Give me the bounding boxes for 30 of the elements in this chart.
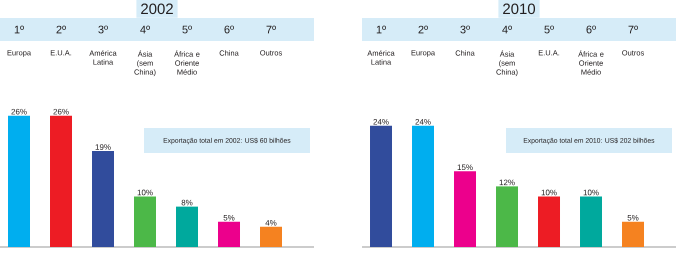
text: 2º xyxy=(56,26,66,34)
bar xyxy=(134,196,156,247)
chart-title: 2010 xyxy=(503,4,536,14)
text: 5º xyxy=(544,26,554,34)
bar xyxy=(538,196,560,247)
bar xyxy=(454,171,476,247)
text: 5º xyxy=(182,26,192,34)
text: 6º xyxy=(224,26,234,34)
bar xyxy=(496,186,518,247)
bar xyxy=(218,222,240,247)
text: 1º xyxy=(376,26,386,34)
bar xyxy=(50,116,72,247)
text: 4º xyxy=(140,26,150,34)
bar xyxy=(370,126,392,247)
text: 6º xyxy=(586,26,596,34)
bar xyxy=(580,196,602,247)
text: 2º xyxy=(418,26,428,34)
text: 7º xyxy=(266,26,276,34)
text: 1º xyxy=(14,26,24,34)
text: 4º xyxy=(502,26,512,34)
bar xyxy=(412,126,434,247)
chart-title: 2002 xyxy=(141,4,173,14)
text: 7º xyxy=(628,26,638,34)
bar xyxy=(8,116,30,247)
bar xyxy=(260,226,282,247)
bar xyxy=(92,151,114,247)
text: 3º xyxy=(460,26,470,34)
bar xyxy=(622,222,644,247)
bar xyxy=(176,206,198,247)
text: 3º xyxy=(98,26,108,34)
